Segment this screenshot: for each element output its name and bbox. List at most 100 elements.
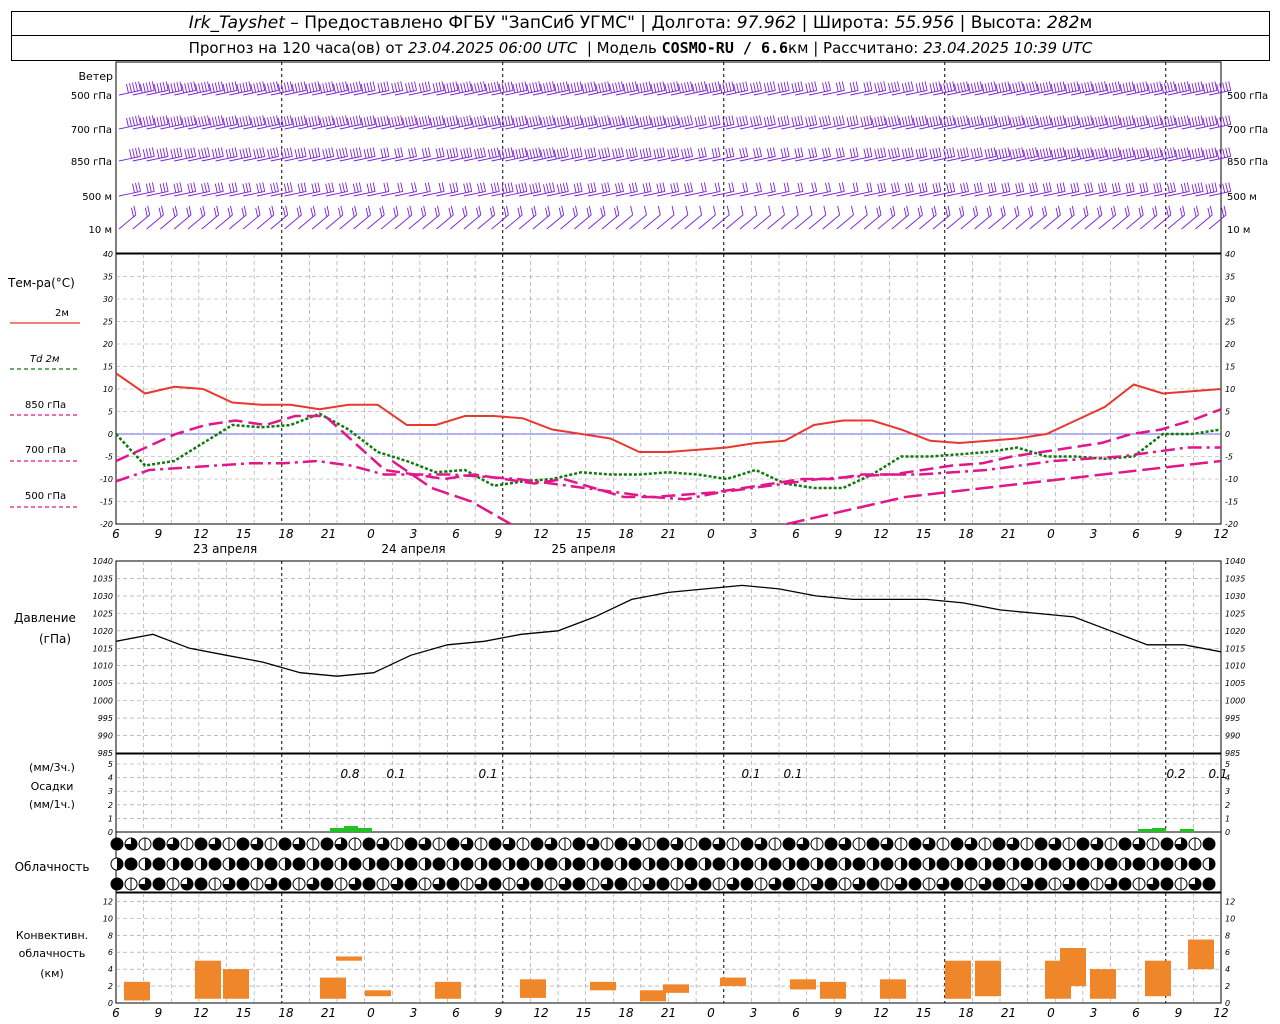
wind-barb-shaft	[174, 155, 196, 162]
wind-barb-flag	[1067, 83, 1071, 93]
wind-barb-flag	[690, 81, 693, 91]
wind-barb-flag	[705, 83, 709, 94]
legend-td2m: Td 2м	[30, 354, 60, 365]
wind-barb-flag	[517, 207, 521, 217]
wind-barb-flag	[1108, 83, 1112, 93]
wind-barb-flag	[276, 147, 279, 157]
wind-barb-shaft	[657, 190, 679, 197]
wind-barb	[436, 147, 459, 162]
cloud-fill	[433, 878, 445, 890]
cloud-circle	[208, 857, 222, 871]
wind-barb-flag	[220, 147, 224, 157]
wind-barb-flag	[512, 117, 516, 128]
cloud-symbol	[600, 857, 614, 871]
wind-barb-flag	[877, 183, 881, 193]
wind-barb-flag	[455, 147, 459, 157]
wind-barb-flag	[319, 117, 323, 128]
wind-barb-flag	[1117, 81, 1121, 91]
wind-barb-flag	[311, 183, 315, 193]
wind-barb-flag	[1113, 205, 1117, 215]
cloud-symbol	[600, 837, 614, 851]
wind-barb-flag	[1073, 115, 1077, 126]
wind-barb-flag	[363, 83, 367, 93]
wind-barb-flag	[559, 82, 563, 92]
cloud-symbol	[908, 877, 922, 891]
cloud-symbol	[446, 857, 460, 871]
x-tick-label-conv: 3	[410, 1006, 418, 1020]
wind-barb-flag	[1042, 183, 1046, 193]
cloud-symbol	[292, 857, 306, 871]
wind-barb-flag	[418, 117, 422, 127]
wind-barb-shaft	[1209, 155, 1231, 162]
wind-barb-flag	[1131, 115, 1135, 125]
x-tick-label-temp: 12	[1213, 527, 1228, 541]
wind-barb-flag	[1194, 148, 1198, 158]
wind-barb-flag	[325, 183, 329, 193]
x-tick-label-conv: 9	[835, 1006, 843, 1020]
wind-barb-flag	[441, 81, 445, 91]
wind-barb-flag	[894, 182, 897, 193]
wind-barb-shaft	[1126, 89, 1149, 96]
wind-barb-flag	[225, 149, 229, 159]
wind-barb-flag	[487, 117, 491, 127]
x-tick-label-temp: 3	[750, 527, 758, 541]
wind-barb-flag	[904, 82, 908, 92]
wind-barb-flag	[142, 149, 146, 159]
wind-barb-flag	[852, 115, 856, 126]
wind-barb-shaft	[919, 123, 942, 130]
wind-barb-flag	[531, 207, 535, 217]
wind-barb	[1098, 147, 1121, 162]
wind-barb-flag	[1078, 149, 1082, 160]
wind-barb	[160, 147, 183, 162]
wind-barb-shaft	[242, 214, 261, 230]
wind-barb-flag	[711, 116, 715, 126]
conv-tick-right: 10	[1225, 914, 1235, 923]
wind-barb	[946, 81, 969, 96]
wind-barb-flag	[501, 83, 505, 93]
wind-barb-flag	[1156, 147, 1160, 158]
wind-barb-flag	[645, 115, 649, 126]
wind-barb-flag	[217, 115, 221, 126]
wind-barb-flag	[1225, 115, 1229, 126]
wind-barb-flag	[800, 115, 804, 125]
wind-barb-flag	[1202, 117, 1206, 128]
cloud-symbol	[166, 877, 180, 891]
wind-barb-flag	[634, 81, 638, 91]
cloud-fill	[117, 858, 123, 870]
wind-barb-flag	[938, 81, 942, 91]
cloud-fill	[727, 878, 739, 890]
wind-barb	[698, 115, 721, 130]
wind-barb-shaft	[891, 89, 914, 96]
wind-barb-flag	[645, 182, 649, 193]
wind-barb-flag	[156, 83, 160, 93]
x-tick-label-conv: 12	[873, 1006, 888, 1020]
wind-barb-flag	[280, 117, 284, 127]
wind-barb-flag	[573, 116, 577, 126]
cloud-symbol	[656, 877, 670, 891]
wind-barb	[1015, 147, 1038, 162]
wind-barb-flag	[1070, 183, 1074, 193]
wind-barb	[532, 182, 555, 197]
wind-barb-flag	[1015, 148, 1019, 158]
pressure-unit: (гПа)	[39, 632, 71, 646]
wind-barb-flag	[248, 81, 252, 91]
wind-barb-flag	[186, 207, 190, 217]
cloud-fill	[145, 858, 151, 870]
cloud-symbol	[1062, 877, 1076, 891]
wind-barb-flag	[366, 183, 370, 193]
cloud-symbol	[278, 877, 292, 891]
wind-barb-flag	[393, 207, 397, 217]
wind-barb	[477, 182, 500, 197]
wind-barb-flag	[1056, 183, 1060, 193]
wind-barb-flag	[408, 116, 411, 126]
wind-barb-flag	[581, 117, 585, 128]
precip-bar-3h	[344, 826, 358, 832]
wind-barb-shaft	[339, 155, 362, 162]
wind-barb-flag	[480, 147, 483, 158]
wind-barb-flag	[662, 81, 666, 91]
wind-barb-shaft	[174, 190, 196, 197]
wind-barb-flag	[892, 205, 896, 215]
wind-barb-shaft	[560, 155, 583, 162]
wind-barb-flag	[427, 182, 431, 192]
wind-barb-flag	[383, 115, 387, 126]
